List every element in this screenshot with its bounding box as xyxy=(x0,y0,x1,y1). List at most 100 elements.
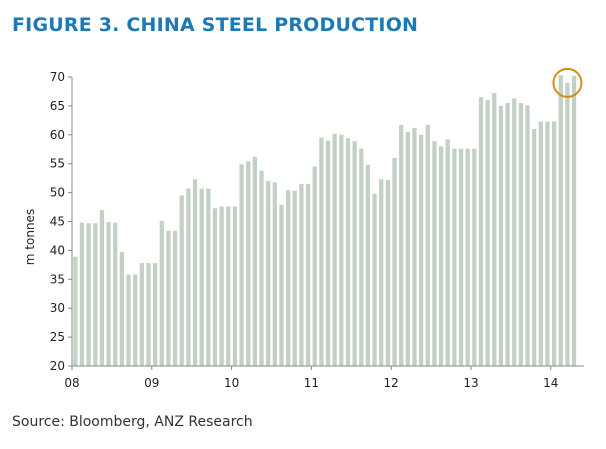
bar xyxy=(478,97,484,366)
y-tick-label: 40 xyxy=(50,243,65,257)
bar xyxy=(119,252,124,366)
bar xyxy=(518,103,523,366)
bar xyxy=(492,93,497,367)
bar xyxy=(532,129,537,366)
y-tick-label: 50 xyxy=(50,186,65,200)
x-tick-label: 09 xyxy=(144,376,159,390)
bar xyxy=(99,209,105,366)
bar xyxy=(319,137,324,366)
x-tick-label: 10 xyxy=(224,376,239,390)
chart-title: FIGURE 3. CHINA STEEL PRODUCTION xyxy=(12,14,419,36)
bar xyxy=(325,140,331,366)
bar xyxy=(159,220,164,366)
bar xyxy=(166,230,171,366)
bar xyxy=(571,75,577,366)
bar xyxy=(432,141,437,366)
bar xyxy=(485,100,490,367)
y-tick-label: 20 xyxy=(50,359,65,373)
y-tick-label: 30 xyxy=(50,301,65,315)
bar xyxy=(133,274,138,366)
bar xyxy=(545,121,550,366)
bar xyxy=(438,146,444,366)
bar xyxy=(405,131,410,366)
bar xyxy=(305,183,311,366)
bar xyxy=(332,133,337,366)
bar xyxy=(525,105,530,366)
bar xyxy=(392,157,397,366)
y-tick-label: 45 xyxy=(50,215,65,229)
y-tick-label: 70 xyxy=(50,70,65,84)
bar xyxy=(206,188,211,366)
bar xyxy=(146,263,151,366)
bar xyxy=(79,222,85,366)
y-tick-label: 25 xyxy=(50,330,65,344)
bar xyxy=(226,206,231,366)
bar xyxy=(252,156,257,366)
bar xyxy=(512,98,517,366)
bar xyxy=(312,166,317,366)
source-note: Source: Bloomberg, ANZ Research xyxy=(12,414,253,430)
bar xyxy=(286,190,291,366)
x-tick-label: 12 xyxy=(384,376,399,390)
bar xyxy=(458,148,464,366)
bar xyxy=(345,138,351,366)
bar xyxy=(179,195,184,366)
x-ticks-group: 08 09 10 11 12 13 14 xyxy=(64,366,558,390)
bar xyxy=(419,134,424,366)
x-tick-label: 14 xyxy=(543,376,558,390)
bar xyxy=(352,141,357,366)
bar xyxy=(538,121,543,366)
bar xyxy=(299,183,304,366)
bar xyxy=(199,188,204,366)
bar xyxy=(465,148,470,366)
bar xyxy=(372,193,377,366)
x-tick-label: 13 xyxy=(463,376,478,390)
bar xyxy=(385,179,390,366)
bar xyxy=(279,204,284,366)
bar xyxy=(139,263,144,366)
bars-group xyxy=(73,75,577,367)
x-tick-label: 11 xyxy=(304,376,319,390)
bar xyxy=(472,148,477,366)
bar xyxy=(86,223,91,366)
bar xyxy=(153,263,158,366)
bar xyxy=(425,124,430,366)
bar xyxy=(365,164,371,366)
y-tick-label: 65 xyxy=(50,99,65,113)
bar xyxy=(212,208,218,366)
bar xyxy=(379,179,384,366)
bar xyxy=(505,103,510,366)
bar xyxy=(192,179,198,366)
bar xyxy=(452,148,457,366)
bar xyxy=(219,206,224,366)
bar xyxy=(399,124,404,366)
bar xyxy=(106,222,111,366)
bar xyxy=(232,206,238,366)
bar xyxy=(445,139,450,366)
bar xyxy=(126,274,131,366)
bar xyxy=(113,222,118,366)
y-tick-label: 35 xyxy=(50,272,65,286)
bar xyxy=(239,164,244,366)
bar xyxy=(292,190,297,366)
y-tick-label: 60 xyxy=(50,128,65,142)
y-axis-label: m tonnes xyxy=(23,209,37,265)
bar xyxy=(498,105,504,367)
bar xyxy=(339,134,344,366)
bar xyxy=(552,121,557,366)
bar xyxy=(172,230,178,366)
bar xyxy=(186,188,191,366)
x-tick-label: 08 xyxy=(64,376,79,390)
bar xyxy=(558,75,563,367)
bar xyxy=(272,182,277,366)
bar xyxy=(412,127,417,366)
bar xyxy=(565,82,570,366)
y-tick-label: 55 xyxy=(50,157,65,171)
bar xyxy=(266,181,271,366)
bar xyxy=(246,161,251,366)
bar xyxy=(73,256,78,366)
bar xyxy=(359,148,364,366)
bar xyxy=(93,223,98,366)
y-ticks-group: 20 25 30 35 40 45 50 55 60 65 70 xyxy=(50,70,72,373)
